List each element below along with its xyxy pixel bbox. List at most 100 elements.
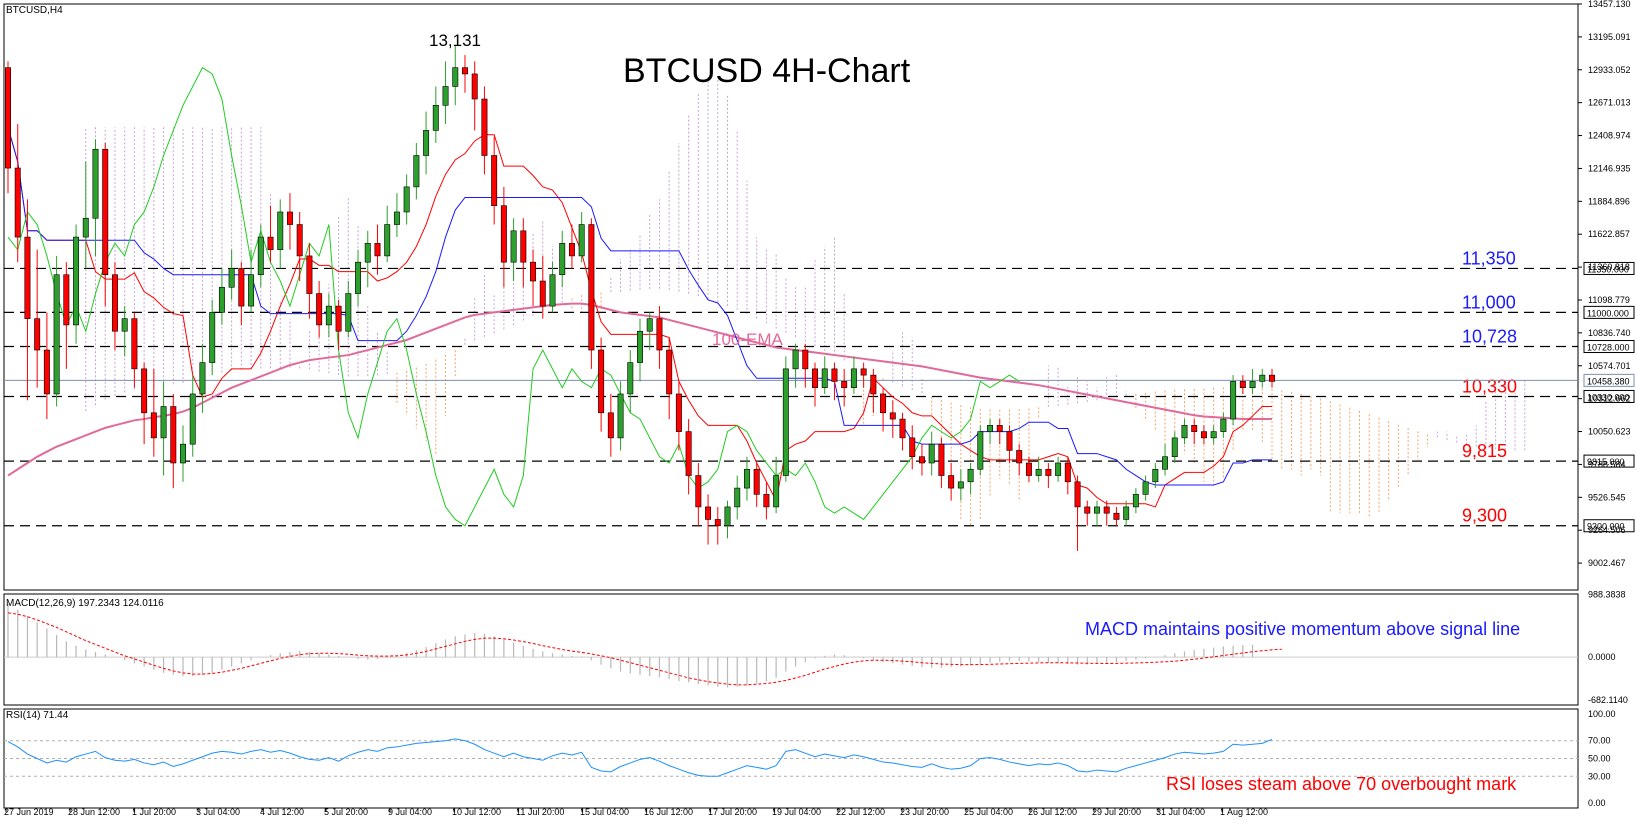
candle-body [928, 443, 935, 464]
candle-body [578, 224, 585, 257]
candle-body [763, 494, 770, 508]
candle-body [530, 261, 537, 282]
candle-body [987, 425, 994, 432]
candle-body [43, 349, 50, 395]
candle-body [948, 475, 955, 489]
price-tick-label: 9526.545 [1588, 492, 1626, 502]
candle-body [1074, 481, 1081, 508]
candle-body [967, 468, 974, 483]
candle-body [34, 318, 41, 351]
candle-body [374, 243, 381, 257]
candle-body [773, 475, 780, 508]
candle-body [675, 393, 682, 432]
candle-body [695, 475, 702, 508]
level-price-box-2 [1583, 340, 1635, 354]
candle-body [1025, 462, 1032, 476]
macd-tick-label: 988.3838 [1588, 590, 1626, 600]
candle-body [1113, 512, 1120, 520]
candle-body [880, 393, 887, 414]
candle-body [656, 318, 663, 351]
candle-body [345, 293, 352, 332]
level-label-0: 11,350 [1462, 248, 1516, 268]
level-price-text-5: 9300.000 [1587, 522, 1625, 532]
candle-body [1055, 462, 1062, 476]
candle-body [325, 305, 332, 326]
rsi-label: RSI(14) 71.44 [6, 710, 69, 721]
time-tick-label: 15 Jul 04:00 [580, 807, 629, 817]
candle-body [481, 98, 488, 156]
candle-body [753, 468, 760, 495]
candle-body [588, 224, 595, 351]
candle-body [1084, 506, 1091, 514]
time-tick-label: 26 Jul 12:00 [1028, 807, 1077, 817]
time-tick-label: 31 Jul 04:00 [1156, 807, 1205, 817]
rsi-tick-label: 0.00 [1588, 798, 1606, 808]
candle-body [1123, 506, 1130, 520]
candle-body [248, 274, 255, 307]
price-axis: 13457.130 13195.091 12933.052 12671.013 1240… [1578, 0, 1631, 568]
candle-body [296, 224, 303, 257]
panel-frame-1 [3, 593, 1579, 706]
current-price-text: 10458.380 [1587, 376, 1630, 386]
rsi-tick-label: 50.00 [1588, 754, 1611, 764]
level-price-text-0: 11350.000 [1587, 264, 1629, 274]
candle-body [432, 104, 439, 131]
candle-body [559, 243, 566, 276]
candle-body [423, 130, 430, 156]
level-label-3: 10,330 [1462, 376, 1517, 396]
level-price-box-3 [1583, 389, 1635, 403]
candle-body [1152, 468, 1159, 483]
candle-body [199, 362, 206, 395]
current-price-box [1583, 373, 1635, 387]
time-tick-label: 17 Jul 20:00 [708, 807, 757, 817]
price-tick-label: 11098.779 [1588, 295, 1630, 305]
price-tick-label: 13457.130 [1588, 0, 1631, 9]
time-tick-label: 19 Jul 04:00 [772, 807, 821, 817]
time-tick-label: 22 Jul 12:00 [836, 807, 885, 817]
candle-body [957, 481, 964, 489]
candle-body [918, 456, 925, 464]
candle-body [462, 67, 468, 75]
candle-body [539, 280, 546, 307]
candle-body [141, 368, 148, 414]
candle-body [384, 224, 391, 257]
candle-body [306, 255, 313, 294]
macd-signal-line [7, 612, 1282, 686]
price-tick-label: 11622.857 [1588, 229, 1630, 239]
candle-body [860, 368, 867, 376]
level-price-box-1 [1583, 305, 1635, 319]
candle-body [685, 431, 692, 476]
candle-body [714, 519, 721, 527]
level-label-5: 9,300 [1462, 506, 1507, 526]
candle-body [1230, 381, 1237, 420]
candle-body [705, 506, 712, 520]
time-tick-label: 16 Jul 12:00 [644, 807, 693, 817]
candle-body [510, 230, 517, 263]
candle-body [442, 86, 449, 106]
candle-body [131, 318, 138, 370]
support-resistance-levels: 11,350 11350.000 11,000 11000.000 10,728 1072… [4, 248, 1635, 533]
time-tick-label: 11 Jul 20:00 [516, 807, 564, 817]
candle-body [1016, 450, 1023, 464]
time-tick-label: 1 Aug 12:00 [1220, 807, 1268, 817]
candle-body [1171, 437, 1178, 458]
rsi-tick-label: 70.00 [1588, 736, 1611, 746]
candle-body [121, 318, 128, 332]
candle-body [617, 393, 624, 439]
candle-body [743, 468, 750, 489]
time-tick-label: 28 Jun 12:00 [68, 807, 120, 817]
candle-body [238, 268, 245, 307]
level-price-box-5 [1583, 519, 1635, 533]
candle-body [209, 312, 216, 363]
time-tick-label: 5 Jul 20:00 [324, 807, 368, 817]
price-tick-label: 11360.818 [1588, 262, 1630, 272]
rsi-annotation: RSI loses steam above 70 overbought mark [1166, 774, 1517, 794]
symbol-label: BTCUSD,H4 [6, 5, 63, 16]
candle-body [1259, 374, 1266, 382]
candle-body [111, 274, 118, 332]
candle-body [1162, 456, 1169, 470]
chart-title: BTCUSD 4H-Chart [623, 52, 911, 90]
candle-body [286, 211, 293, 225]
level-label-4: 9,815 [1462, 441, 1507, 461]
